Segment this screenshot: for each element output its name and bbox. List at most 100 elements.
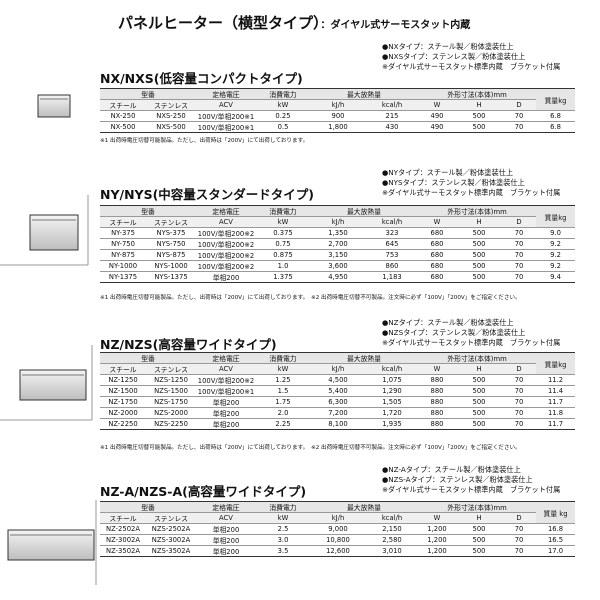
header-cell: kW bbox=[256, 363, 310, 375]
cell: 500 bbox=[456, 418, 503, 430]
cell: 2.5 bbox=[256, 523, 310, 535]
cell: NY-1000 bbox=[100, 260, 146, 272]
header-cell: kJ/h bbox=[310, 512, 366, 524]
section-title: NY/NYS(中容量スタンダードタイプ) bbox=[100, 187, 315, 202]
cell: NXS-500 bbox=[146, 121, 196, 133]
cell: 17.0 bbox=[536, 545, 576, 557]
header-cell: スチール bbox=[100, 363, 146, 375]
cell: 2.0 bbox=[256, 407, 310, 419]
table-body: NZ-2502A NZS-2502A 単相200 2.5 9,000 2,150 1,200… bbox=[100, 523, 576, 557]
note: ●NZS-Aタイプ：ステンレス製／粉体塗装仕上 bbox=[382, 475, 533, 484]
header-cell: ステンレス bbox=[146, 216, 196, 228]
header-cell: kJ/h bbox=[310, 216, 366, 228]
cell: NZS-3002A bbox=[146, 534, 196, 546]
table-body: NX-250 NXS-250 100V/単相200※1 0.25 900 215 490 50… bbox=[100, 110, 576, 133]
cell: 70 bbox=[502, 385, 537, 397]
heater-nz bbox=[0, 345, 93, 421]
cell: 16.8 bbox=[536, 523, 576, 535]
spec-table: 型番 定格電圧 消費電力 最大放熱量 外形寸法(本体)mm 質量kg スチール ステンレス AC… bbox=[100, 352, 576, 430]
row: NZ-3502A NZS-3502A 単相200 3.5 12,600 3,010 1,20… bbox=[100, 545, 576, 557]
header-row: 型番 定格電圧 消費電力 最大放熱量 外形寸法(本体)mm 質量 kg bbox=[100, 501, 576, 524]
cell: 70 bbox=[502, 238, 537, 250]
cell: 1,200 bbox=[418, 534, 457, 546]
header-row: スチール ステンレス ACV kW kJ/h kcal/h W H D bbox=[100, 99, 575, 111]
cell: 単相200 bbox=[196, 534, 256, 546]
header-cell: 外形寸法(本体)mm bbox=[418, 205, 537, 217]
cell: 500 bbox=[456, 227, 503, 239]
row: NZ-1500 NZS-1500 100V/単相200※1 1.5 5,400 1,290… bbox=[100, 385, 576, 397]
cell: 500 bbox=[456, 396, 503, 408]
header-row: スチール ステンレス ACV kW kJ/h kcal/h W H D bbox=[100, 216, 575, 228]
cell: 680 bbox=[418, 227, 457, 239]
cell: 100V/単相200※2 bbox=[196, 374, 256, 386]
cell: 1.25 bbox=[256, 374, 310, 386]
cell: 0.75 bbox=[256, 238, 310, 250]
cell: 500 bbox=[456, 260, 503, 272]
cell: 3,010 bbox=[366, 545, 419, 557]
cell: 680 bbox=[418, 238, 457, 250]
cell: NZ-1750 bbox=[100, 396, 146, 408]
notes: ●NZ-Aタイプ：スチール製／粉体塗装仕上 ●NZS-Aタイプ：ステンレス製／粉体… bbox=[382, 465, 560, 495]
cell: NZ-2000 bbox=[100, 407, 146, 419]
cell: 100V/単相200※1 bbox=[196, 121, 256, 133]
cell: 11.4 bbox=[536, 385, 576, 397]
cell: NYS-875 bbox=[146, 249, 196, 261]
cell: 1.75 bbox=[256, 396, 310, 408]
cell: 1,505 bbox=[366, 396, 419, 408]
table-body: NZ-1250 NZS-1250 100V/単相200※2 1.25 4,500 1,07… bbox=[100, 374, 576, 430]
cell: 70 bbox=[502, 374, 537, 386]
cell: NY-375 bbox=[100, 227, 146, 239]
header-row: 型番 定格電圧 消費電力 最大放熱量 外形寸法(本体)mm 質量kg bbox=[100, 352, 576, 375]
row: NY-1000 NYS-1000 100V/単相200※2 1.0 3,600 860 68… bbox=[100, 260, 576, 272]
cell: NZ-2502A bbox=[100, 523, 146, 535]
note: ●NZ-Aタイプ：スチール製／粉体塗装仕上 bbox=[382, 465, 521, 474]
cell: 500 bbox=[456, 534, 503, 546]
cell: 1,200 bbox=[418, 545, 457, 557]
note: ※ダイヤル式サーモスタット標準内蔵 ブラケット付属 bbox=[382, 188, 561, 197]
cell: 1.0 bbox=[256, 260, 310, 272]
heater-nx bbox=[37, 94, 71, 118]
header-cell: 最大放熱量 bbox=[310, 205, 419, 217]
cell: 8,100 bbox=[310, 418, 366, 430]
cell: 単相200 bbox=[196, 418, 256, 430]
cell: 490 bbox=[418, 110, 457, 122]
cell: 9.2 bbox=[536, 249, 576, 261]
section-title: NZ-A/NZS-A(高容量ワイドタイプ) bbox=[100, 484, 307, 499]
cell: 12,600 bbox=[310, 545, 366, 557]
header-cell: 定格電圧 bbox=[196, 205, 256, 217]
cell: NZS-2000 bbox=[146, 407, 196, 419]
cell: 3,600 bbox=[310, 260, 366, 272]
cell: 500 bbox=[456, 121, 503, 133]
row: NZ-2502A NZS-2502A 単相200 2.5 9,000 2,150 1,200… bbox=[100, 523, 576, 535]
note: ※ダイヤル式サーモスタット標準内蔵 ブラケット付属 bbox=[382, 338, 561, 347]
cell: 500 bbox=[456, 523, 503, 535]
cell: 215 bbox=[366, 110, 419, 122]
header-row: 型番 定格電圧 消費電力 最大放熱量 外形寸法(本体)mm 質量kg bbox=[100, 205, 576, 228]
cell: 70 bbox=[502, 545, 537, 557]
cell: 3.5 bbox=[256, 545, 310, 557]
header-cell: 最大放熱量 bbox=[310, 88, 419, 100]
cell: 70 bbox=[502, 249, 537, 261]
cell: 3,150 bbox=[310, 249, 366, 261]
cell: 880 bbox=[418, 374, 457, 386]
header-cell: 消費電力 bbox=[256, 501, 310, 513]
cell: 単相200 bbox=[196, 523, 256, 535]
notes: ●NYタイプ：スチール製／粉体塗装仕上 ●NYSタイプ：ステンレス製／粉体塗装仕上… bbox=[382, 168, 560, 198]
spec-table: 型番 定格電圧 消費電力 最大放熱量 外形寸法(本体)mm 質量kg スチール ステンレス AC… bbox=[100, 88, 576, 133]
cell: 6.8 bbox=[536, 121, 576, 133]
cell: 430 bbox=[366, 121, 419, 133]
cell: NZS-1750 bbox=[146, 396, 196, 408]
cell: 1,350 bbox=[310, 227, 366, 239]
header-cell: ステンレス bbox=[146, 363, 196, 375]
cell: NY-875 bbox=[100, 249, 146, 261]
header-cell: 消費電力 bbox=[256, 88, 310, 100]
header-cell: 外形寸法(本体)mm bbox=[418, 352, 537, 364]
header-cell: 質量kg bbox=[536, 205, 576, 228]
cell: 9.2 bbox=[536, 260, 576, 272]
row: NZ-2000 NZS-2000 単相200 2.0 7,200 1,720 880 500 7… bbox=[100, 407, 576, 419]
table-body: NY-375 NYS-375 100V/単相200※2 0.375 1,350 323 68… bbox=[100, 227, 576, 283]
header-cell: H bbox=[456, 512, 503, 524]
footnote: ※1 出荷時電圧切替可能製品。ただし、出荷時は「200V」にて出荷しております。 bbox=[100, 138, 309, 144]
header-cell: スチール bbox=[100, 512, 146, 524]
